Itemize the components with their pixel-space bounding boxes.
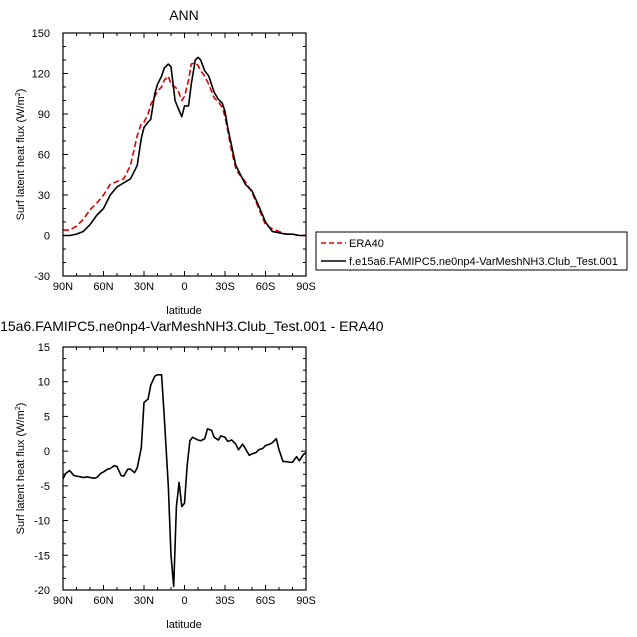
chart-bottom-y-tick-label: 0 <box>44 446 50 458</box>
legend-box <box>315 231 628 271</box>
chart-bottom-title: f.e15a6.FAMIPC5.ne0np4-VarMeshNH3.Club_T… <box>0 318 384 334</box>
chart-bottom-y-axis-label-main: Surf latent heat flux (W/m <box>15 410 27 534</box>
chart-top-x-tick-label: 30N <box>134 281 154 293</box>
chart-top-y-axis-label-main: Surf latent heat flux (W/m <box>15 96 27 220</box>
chart-top-x-tick-label: 0 <box>181 281 187 293</box>
chart-top-x-tick-label: 90N <box>53 281 73 293</box>
chart-top-y-axis-label-sup: 2 <box>15 92 22 96</box>
chart-bottom-x-tick-label: 60N <box>93 595 113 607</box>
chart-bottom-x-tick-label: 90S <box>296 595 316 607</box>
chart-bottom-x-axis-label: latitude <box>166 619 201 631</box>
chart-bottom-x-tick-label: 30N <box>134 595 154 607</box>
chart-bottom-series-group <box>62 373 307 588</box>
chart-bottom-y-tick-label: -5 <box>40 481 50 493</box>
chart-top-y-axis-label: Surf latent heat flux (W/m2) <box>15 89 27 221</box>
legend-label-model: f.e15a6.FAMIPC5.ne0np4-VarMeshNH3.Club_T… <box>349 256 618 268</box>
chart-bottom-x-tick-label: 0 <box>181 595 187 607</box>
chart-top-ticks-group: 90N 60N 30N 0 30S 60S 90S -30 0 30 60 90 120 150 <box>32 28 316 293</box>
chart-bottom-plot-frame <box>62 346 307 591</box>
chart-top-series-group <box>63 56 306 237</box>
chart-top-y-tick-label: -30 <box>34 271 50 283</box>
legend-label-era40: ERA40 <box>349 238 384 250</box>
chart-top-y-tick-label: 30 <box>38 190 50 202</box>
chart-top-y-tick-label: 150 <box>32 28 50 40</box>
chart-bottom-y-tick-label: -15 <box>34 550 50 562</box>
chart-bottom-y-axis-label: Surf latent heat flux (W/m2) <box>15 403 27 535</box>
chart-bottom-x-tick-label: 90N <box>53 595 73 607</box>
chart-bottom-y-tick-label: -20 <box>34 585 50 597</box>
chart-bottom-x-tick-label: 60S <box>256 595 276 607</box>
chart-top-y-tick-label: 0 <box>44 231 50 243</box>
chart-top-y-tick-label: 60 <box>38 150 50 162</box>
chart-top-y-tick-label: 120 <box>32 69 50 81</box>
chart-top-x-tick-label: 60N <box>93 281 113 293</box>
chart-top-x-tick-label: 90S <box>296 281 316 293</box>
chart-bottom-y-tick-label: 10 <box>38 377 50 389</box>
chart-bottom-y-tick-label: 5 <box>44 411 50 423</box>
chart-top-series-line-1 <box>63 56 306 237</box>
chart-top-title: ANN <box>169 7 199 23</box>
chart-bottom-series-line-0 <box>62 373 307 588</box>
chart-bottom-y-axis-label-sup: 2 <box>15 406 22 410</box>
chart-bottom-y-tick-label: 15 <box>38 342 50 354</box>
chart-top-x-axis-label: latitude <box>166 305 201 317</box>
chart-top-x-tick-label: 30S <box>215 281 235 293</box>
chart-top-legend: ERA40 f.e15a6.FAMIPC5.ne0np4-VarMeshNH3.… <box>315 231 628 271</box>
chart-bottom: f.e15a6.FAMIPC5.ne0np4-VarMeshNH3.Club_T… <box>0 318 384 631</box>
chart-top-series-line-0 <box>63 61 306 237</box>
chart-top: ANN 90N 60N 30N 0 30S 60S 90S-300306090120150 … <box>15 7 316 317</box>
chart-bottom-x-tick-label: 30S <box>215 595 235 607</box>
chart-top-y-tick-label: 90 <box>38 109 50 121</box>
chart-bottom-y-axis-label-close: ) <box>15 403 27 407</box>
chart-top-x-tick-label: 60S <box>256 281 276 293</box>
chart-top-plot-frame <box>62 32 307 277</box>
chart-top-y-axis-label-close: ) <box>15 89 27 93</box>
chart-bottom-y-tick-label: -10 <box>34 516 50 528</box>
